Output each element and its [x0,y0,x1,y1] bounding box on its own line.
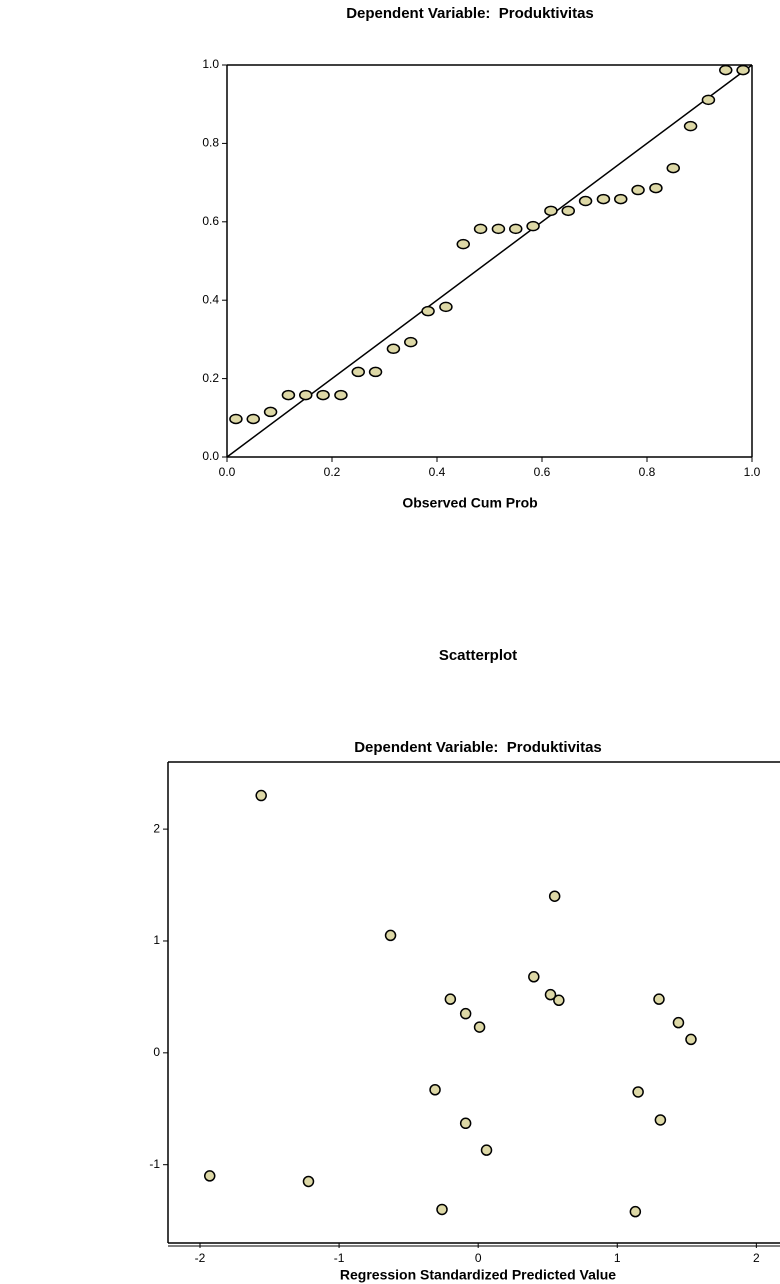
point [633,1087,643,1097]
x-tick-label: 0.2 [324,465,341,479]
point [386,930,396,940]
point [265,407,277,416]
point [545,206,557,215]
point [667,164,679,173]
point [405,338,417,347]
x-tick-label: 0 [475,1251,482,1265]
point [461,1009,471,1019]
y-tick-label: 1 [153,933,160,947]
y-tick-label: 2 [153,821,160,835]
point [422,307,434,316]
y-tick-label: 0.2 [202,371,219,385]
point [510,224,522,233]
point [527,222,539,231]
point [702,95,714,104]
point [597,195,609,204]
chart-title: Dependent Variable: Produktivitas [346,5,594,22]
point [580,197,592,206]
y-tick-label: -1 [149,1157,160,1171]
point [317,391,329,400]
point [370,367,382,376]
point [440,302,452,311]
x-tick-label: 1.0 [744,465,761,479]
point [230,414,242,423]
x-axis-label: Observed Cum Prob [402,495,537,511]
x-tick-label: 0.6 [534,465,551,479]
point [335,391,347,400]
x-tick-label: -1 [334,1251,345,1265]
y-tick-label: 0.4 [202,292,219,306]
x-tick-label: 0.8 [639,465,656,479]
point [247,414,259,423]
point [686,1034,696,1044]
point [282,391,294,400]
point [303,1176,313,1186]
chart-title: Scatterplot [439,647,517,664]
point [457,240,469,249]
x-tick-label: 2 [753,1251,760,1265]
point [492,224,504,233]
point [387,344,399,353]
point [655,1115,665,1125]
point [461,1118,471,1128]
point [685,122,697,131]
point [475,224,487,233]
x-tick-label: 0.4 [429,465,446,479]
point [673,1018,683,1028]
chart-subtitle: Dependent Variable: Produktivitas [354,739,602,756]
point [654,994,664,1004]
point [737,66,749,75]
point [475,1022,485,1032]
point [430,1085,440,1095]
point [352,367,364,376]
point [630,1207,640,1217]
point [650,184,662,193]
y-tick-label: 0.0 [202,449,219,463]
point [437,1204,447,1214]
x-tick-label: 1 [614,1251,621,1265]
x-tick-label: -2 [195,1251,206,1265]
point [482,1145,492,1155]
point [300,391,312,400]
point [529,972,539,982]
page: Dependent Variable: Produktivitas Observe… [0,0,780,1284]
point [720,66,732,75]
point [445,994,455,1004]
y-tick-label: 0.8 [202,136,219,150]
y-tick-label: 0 [153,1045,160,1059]
y-tick-label: 0.6 [202,214,219,228]
point [550,891,560,901]
x-axis-label: Regression Standardized Predicted Value [340,1267,616,1283]
point [632,186,644,195]
point [256,791,266,801]
point [615,195,627,204]
point [554,995,564,1005]
point [562,206,574,215]
point [205,1171,215,1181]
y-tick-label: 1.0 [202,57,219,71]
x-tick-label: 0.0 [219,465,236,479]
